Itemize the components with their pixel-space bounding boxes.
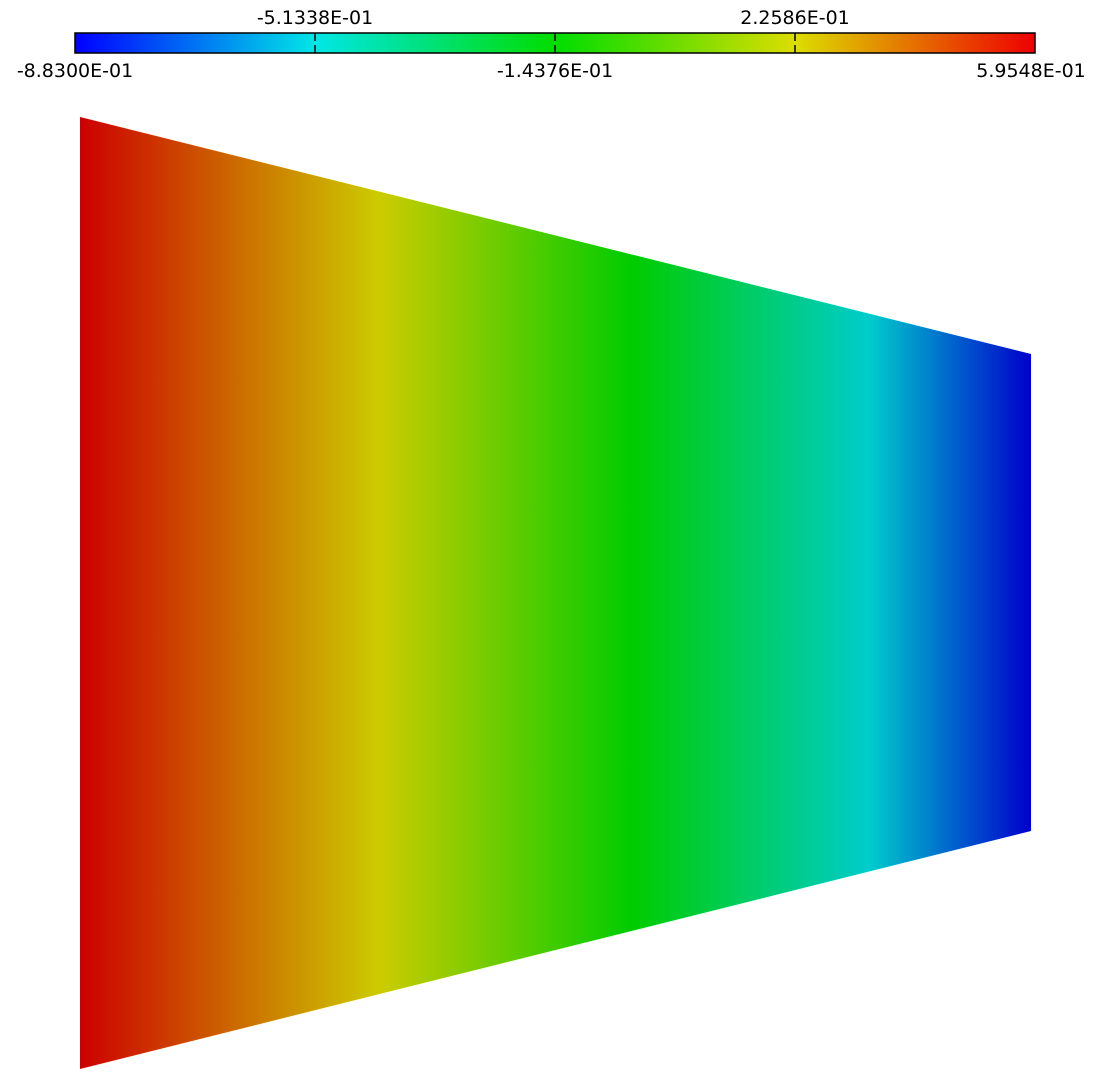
colorbar-label-top-2: 2.2586E-01 bbox=[740, 7, 850, 29]
colorbar: -5.1338E-01 2.2586E-01 -8.8300E-01 -1.43… bbox=[17, 7, 1086, 82]
colorbar-label-mid: -1.4376E-01 bbox=[497, 60, 613, 82]
colorbar-label-top-1: -5.1338E-01 bbox=[257, 7, 373, 29]
colorbar-label-max: 5.9548E-01 bbox=[976, 60, 1086, 82]
colorbar-label-min: -8.8300E-01 bbox=[17, 60, 133, 82]
field-trapezoid bbox=[80, 117, 1031, 1069]
